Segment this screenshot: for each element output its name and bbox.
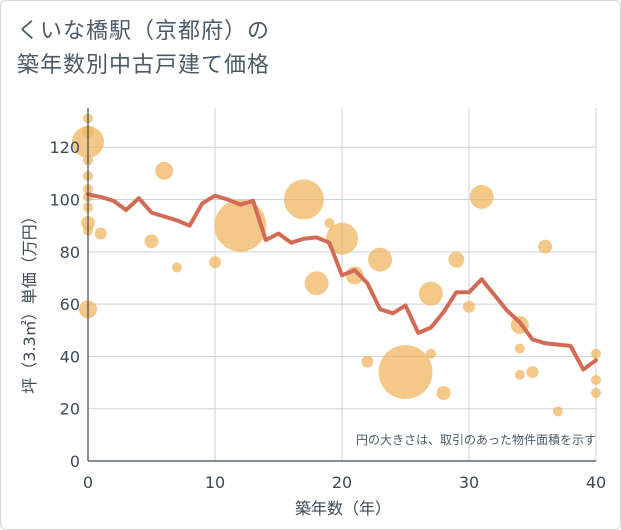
bubble-point <box>326 222 358 255</box>
bubble-point <box>94 227 107 240</box>
line-layer <box>86 192 598 372</box>
bubble-point <box>463 300 475 313</box>
x-tick-label: 20 <box>332 473 352 492</box>
x-tick-label: 0 <box>83 473 93 492</box>
y-tick-label: 100 <box>49 191 80 210</box>
chart-title-line-1: くいな橋駅（京都府）の <box>17 19 271 44</box>
bubble-point <box>209 256 221 269</box>
y-tick-label: 60 <box>60 295 80 314</box>
bubble-point <box>368 247 393 272</box>
bubble-point <box>214 199 267 252</box>
chart-title-line-2: 築年数別中古戸建て価格 <box>17 53 271 78</box>
bubble-point <box>591 388 601 399</box>
bubble-point <box>591 348 601 359</box>
bubble-point <box>283 179 324 220</box>
bubble-point <box>514 343 525 354</box>
grid-layer <box>88 108 597 461</box>
bubble-point <box>448 251 465 268</box>
bubble-point <box>304 271 329 296</box>
bubble-point <box>324 218 335 229</box>
bubble-point <box>378 345 433 400</box>
average-price-line <box>86 192 598 372</box>
size-annotation: 円の大きさは、取引のあった物件面積を示す <box>356 432 596 447</box>
y-tick-label: 20 <box>60 400 80 419</box>
bubble-point <box>171 262 182 273</box>
bubble-point <box>469 184 494 209</box>
chart-title: くいな橋駅（京都府）の 築年数別中古戸建て価格 <box>17 15 270 83</box>
y-axis-label: 坪（3.3㎡）単価（万円） <box>20 208 39 393</box>
bubble-point <box>552 406 563 417</box>
bubble-point <box>591 374 601 385</box>
y-tick-label: 120 <box>49 138 80 157</box>
x-tick-label: 40 <box>586 473 606 492</box>
bubble-point <box>526 366 539 379</box>
bubble-point <box>418 281 443 306</box>
bubble-point <box>144 234 159 249</box>
axis-layer: 0 10 20 30 40 0 20 40 60 80 100 120 <box>49 108 606 492</box>
y-tick-label: 80 <box>60 243 80 262</box>
x-tick-label: 10 <box>205 473 225 492</box>
bubble-point <box>514 369 525 380</box>
x-axis-label: 築年数（年） <box>295 499 391 518</box>
y-tick-label: 0 <box>70 452 80 471</box>
bubble-point <box>425 348 436 359</box>
bubble-point <box>538 239 553 254</box>
bubble-point <box>436 386 451 401</box>
x-tick-label: 30 <box>459 473 479 492</box>
bubble-point <box>155 161 174 180</box>
y-tick-label: 40 <box>60 347 80 366</box>
bubble-point <box>361 355 374 368</box>
